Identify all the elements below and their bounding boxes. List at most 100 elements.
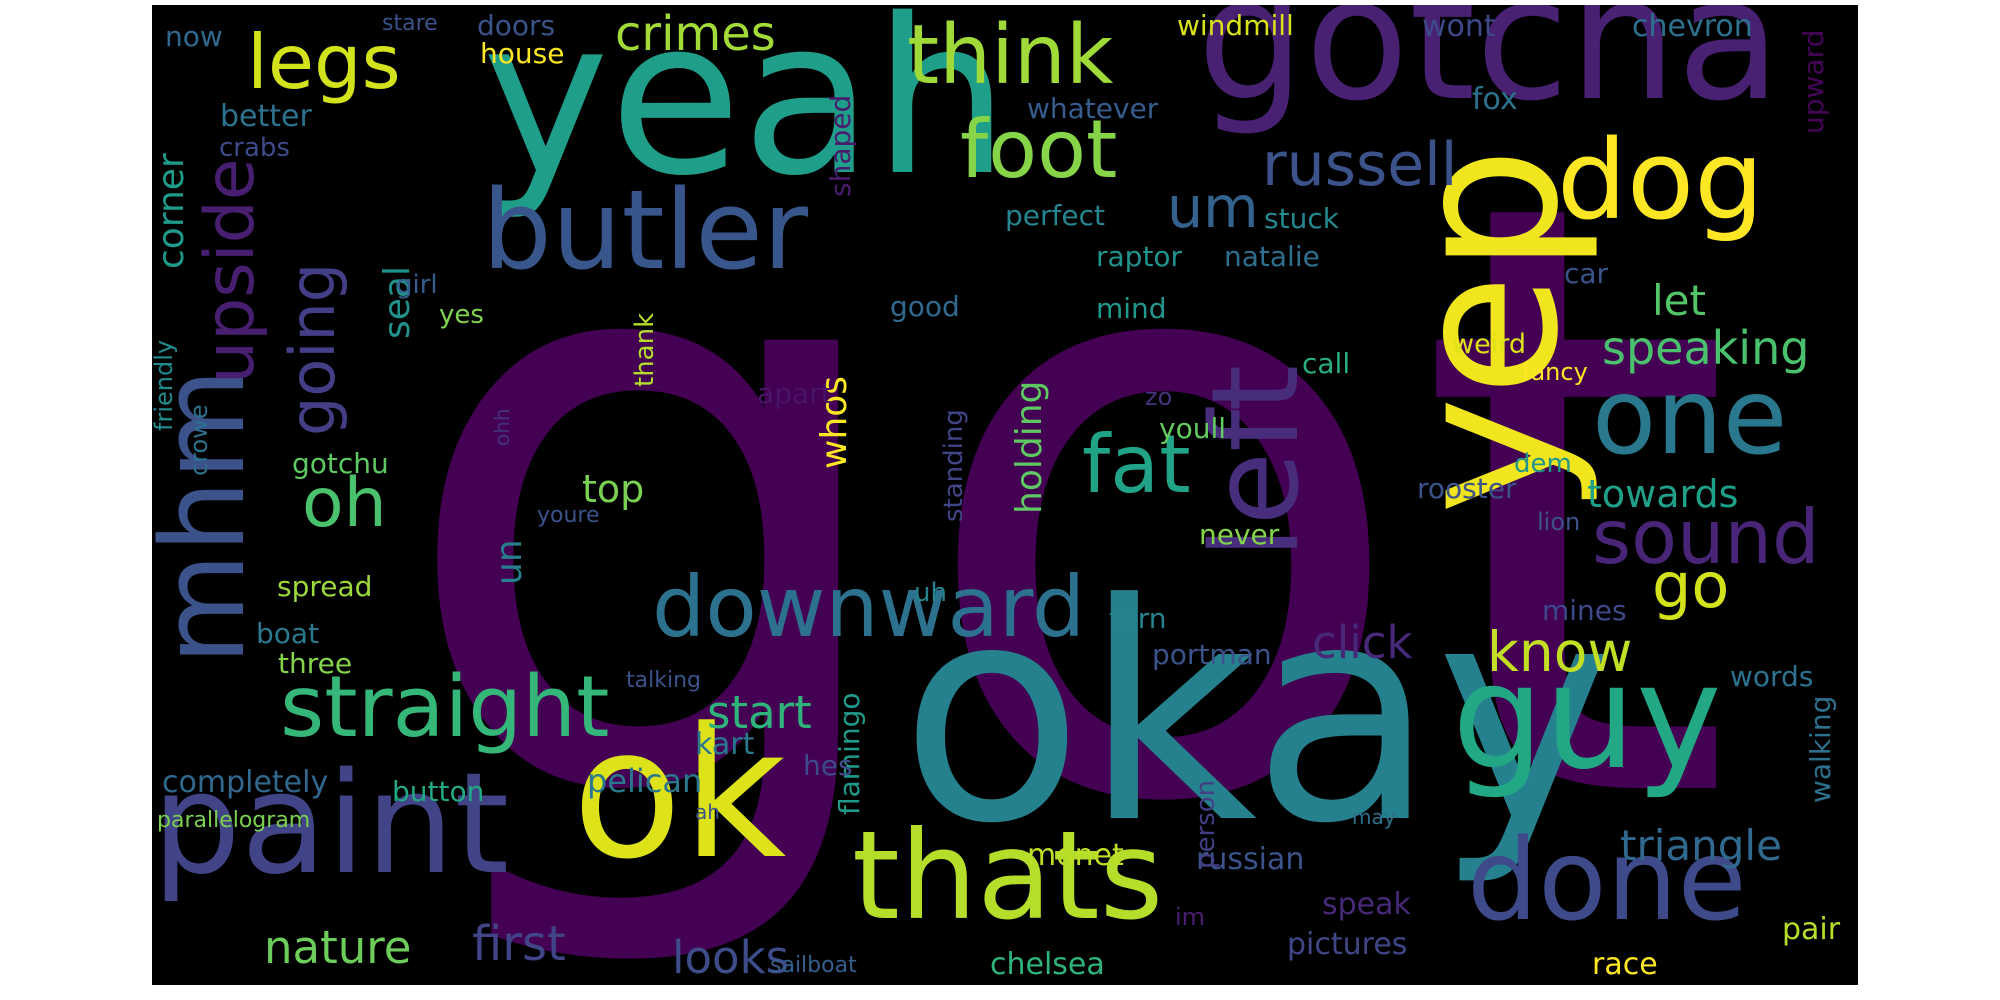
word-mines: mines (1542, 594, 1627, 627)
word-speaking: speaking (1602, 321, 1810, 375)
word-call: call (1302, 347, 1351, 380)
word-gotcha: gotcha (1197, 5, 1781, 139)
word-foot: foot (960, 103, 1118, 196)
word-girl: girl (396, 270, 438, 300)
word-go: go (1652, 549, 1730, 622)
word-sailboat: sailboat (770, 953, 857, 978)
word-lion: lion (1537, 508, 1581, 536)
word-standing: standing (939, 409, 969, 522)
word-crowe: crowe (185, 404, 213, 476)
word-hes: hes (803, 749, 853, 782)
word-upside: upside (191, 158, 270, 384)
word-ah: ah (695, 800, 720, 824)
word-perfect: perfect (1005, 199, 1105, 232)
word-okay: okay (900, 540, 1614, 889)
word-fox: fox (1472, 82, 1518, 117)
word-windmill: windmill (1177, 9, 1294, 42)
word-one: one (1592, 356, 1788, 478)
word-chelsea: chelsea (990, 947, 1105, 982)
word-three: three (278, 647, 353, 680)
word-russell: russell (1262, 130, 1458, 200)
word-talking: talking (626, 668, 701, 693)
word-butler: butler (482, 166, 809, 294)
word-sound: sound (1592, 493, 1820, 581)
word-fat: fat (1082, 418, 1191, 511)
word-completely: completely (162, 765, 329, 800)
word-uh: uh (914, 578, 947, 608)
word-triangle: triangle (1620, 821, 1782, 870)
word-done: done (1467, 816, 1747, 946)
word-click: click (1312, 616, 1413, 669)
word-parallelogram: parallelogram (157, 808, 311, 833)
word-know: know (1487, 620, 1633, 684)
word-looks: looks (672, 931, 790, 984)
word-gotchu: gotchu (292, 447, 389, 480)
word-corner: corner (152, 153, 192, 269)
word-wont: wont (1422, 9, 1496, 44)
word-better: better (220, 99, 312, 134)
word-car: car (1564, 257, 1609, 290)
word-pair: pair (1782, 912, 1841, 947)
word-portman: portman (1152, 638, 1272, 671)
word-weird: weird (1452, 329, 1526, 360)
word-button: button (392, 775, 485, 808)
word-boat: boat (256, 617, 320, 650)
word-oh: oh (302, 464, 387, 543)
word-un: un (489, 539, 530, 585)
word-first: first (472, 916, 566, 972)
word-let: let (1652, 276, 1706, 325)
word-spread: spread (277, 570, 373, 603)
word-house: house (480, 37, 565, 70)
word-monet: monet (1027, 838, 1124, 873)
word-stare: stare (382, 11, 438, 36)
word-um: um (1167, 175, 1259, 241)
word-shaped: shaped (824, 94, 857, 197)
word-words: words (1730, 660, 1814, 693)
word-race: race (1592, 947, 1658, 982)
word-whatever: whatever (1027, 92, 1159, 125)
word-doors: doors (477, 9, 556, 42)
word-russian: russian (1196, 842, 1305, 877)
word-thank: thank (630, 312, 660, 387)
word-downward: downward (652, 558, 1086, 656)
word-walking: walking (1804, 695, 1837, 803)
word-upward: upward (1797, 29, 1830, 134)
word-pelican: pelican (587, 762, 703, 800)
word-chevron: chevron (1632, 9, 1753, 44)
word-legs: legs (247, 18, 401, 106)
word-im: im (1175, 903, 1206, 931)
word-speak: speak (1322, 887, 1411, 922)
word-now: now (165, 20, 223, 53)
word-pictures: pictures (1287, 927, 1408, 962)
word-natalie: natalie (1224, 240, 1320, 273)
word-kart: kart (695, 727, 755, 762)
word-thats: thats (852, 805, 1164, 947)
word-mind: mind (1096, 292, 1167, 325)
word-zo: zo (1145, 383, 1173, 411)
word-towards: towards (1587, 472, 1739, 516)
word-nature: nature (264, 921, 412, 974)
word-crimes: crimes (615, 6, 776, 62)
word-holding: holding (1009, 380, 1050, 514)
word-yeah: yeah (482, 5, 1010, 223)
word-stuck: stuck (1264, 202, 1339, 235)
word-start: start (707, 686, 812, 739)
word-rooster: rooster (1417, 472, 1517, 505)
word-dem: dem (1514, 449, 1572, 479)
word-going: going (276, 262, 349, 436)
word-raptor: raptor (1096, 240, 1183, 273)
word-top: top (582, 467, 645, 511)
word-friendly: friendly (152, 339, 178, 431)
word-turn: turn (1109, 602, 1167, 635)
word-ok: ok (572, 690, 787, 899)
word-apart: apart (757, 377, 832, 410)
word-straight: straight (280, 658, 610, 757)
word-may: may (1352, 805, 1396, 829)
word-got: got (392, 28, 1736, 982)
word-youre: youre (537, 503, 600, 528)
word-cloud: got okay yeah yep gotcha ok paint guy left thats b… (152, 5, 1858, 985)
word-think: think (907, 8, 1114, 103)
word-never: never (1199, 518, 1280, 551)
word-yes: yes (439, 300, 484, 330)
word-paint: paint (152, 743, 510, 906)
